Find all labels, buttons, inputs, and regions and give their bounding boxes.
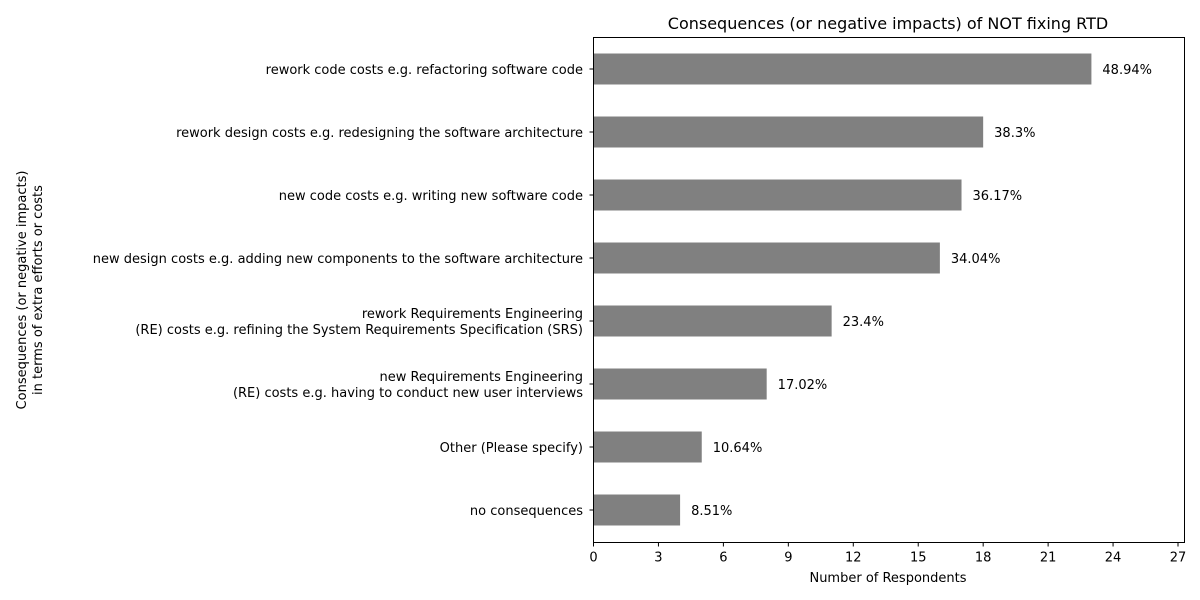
y-axis-title-line-1: Consequences (or negative impacts) bbox=[15, 171, 30, 410]
x-tick-label: 6 bbox=[719, 551, 727, 566]
y-axis-title-line-2: in terms of extra efforts or costs bbox=[31, 185, 46, 395]
y-tick-label-line: no consequences bbox=[470, 504, 583, 519]
chart-title: Consequences (or negative impacts) of NO… bbox=[668, 14, 1108, 33]
y-tick-label-line: Other (Please specify) bbox=[440, 441, 583, 456]
bar bbox=[593, 494, 681, 526]
x-tick-label: 15 bbox=[910, 551, 927, 566]
x-tick-label: 21 bbox=[1040, 551, 1057, 566]
y-tick-label: Other (Please specify) bbox=[440, 441, 583, 456]
y-tick-label: new Requirements Engineering (RE) costs e… bbox=[233, 370, 583, 401]
x-tick-label: 9 bbox=[784, 551, 792, 566]
x-tick-label: 27 bbox=[1170, 551, 1187, 566]
plot-frame bbox=[593, 37, 1185, 543]
y-tick-label: no consequences bbox=[470, 504, 583, 519]
y-tick-label-line: (RE) costs e.g. refining the System Requ… bbox=[135, 323, 583, 338]
data-label: 23.4% bbox=[843, 315, 884, 330]
data-label: 17.02% bbox=[778, 378, 828, 393]
y-tick-label: rework design costs e.g. redesigning the… bbox=[176, 126, 583, 141]
data-label: 36.17% bbox=[973, 189, 1023, 204]
data-label: 10.64% bbox=[713, 441, 763, 456]
bar bbox=[593, 116, 984, 148]
y-tick-label: new design costs e.g. adding new compone… bbox=[93, 252, 583, 267]
y-tick-label-line: rework design costs e.g. redesigning the… bbox=[176, 126, 583, 141]
y-axis-title: Consequences (or negative impacts) in te… bbox=[15, 171, 46, 410]
x-tick-label: 18 bbox=[975, 551, 992, 566]
bar bbox=[593, 242, 940, 274]
bar bbox=[593, 368, 767, 400]
y-tick-label: new code costs e.g. writing new software… bbox=[279, 189, 583, 204]
y-tick-label-line: rework code costs e.g. refactoring softw… bbox=[266, 63, 583, 78]
data-label: 34.04% bbox=[951, 252, 1001, 267]
x-axis-ticks: 0 3 6 9 12 15 18 21 24 27 bbox=[589, 542, 1187, 566]
bar bbox=[593, 431, 702, 463]
bar bbox=[593, 179, 962, 211]
bar bbox=[593, 305, 832, 337]
x-tick-label: 24 bbox=[1105, 551, 1122, 566]
x-axis-title: Number of Respondents bbox=[809, 571, 966, 586]
data-label: 8.51% bbox=[691, 504, 732, 519]
data-labels: 48.94% 38.3% 36.17% 34.04% 23.4% 17.02% 10.64%… bbox=[691, 63, 1152, 519]
x-tick-label: 0 bbox=[589, 551, 597, 566]
y-tick-label-line: new code costs e.g. writing new software… bbox=[279, 189, 583, 204]
y-tick-label-line: (RE) costs e.g. having to conduct new us… bbox=[233, 386, 583, 401]
y-tick-label-line: new Requirements Engineering bbox=[379, 370, 583, 385]
bar bbox=[593, 53, 1092, 85]
y-tick-label-line: rework Requirements Engineering bbox=[362, 307, 583, 322]
y-tick-label: rework code costs e.g. refactoring softw… bbox=[266, 63, 583, 78]
x-tick-label: 12 bbox=[845, 551, 862, 566]
data-label: 48.94% bbox=[1102, 63, 1152, 78]
x-tick-label: 3 bbox=[654, 551, 662, 566]
y-tick-label: rework Requirements Engineering (RE) cost… bbox=[135, 307, 583, 338]
data-label: 38.3% bbox=[994, 126, 1035, 141]
bars-group bbox=[593, 53, 1092, 526]
y-tick-labels: rework code costs e.g. refactoring softw… bbox=[93, 63, 594, 519]
y-tick-label-line: new design costs e.g. adding new compone… bbox=[93, 252, 583, 267]
